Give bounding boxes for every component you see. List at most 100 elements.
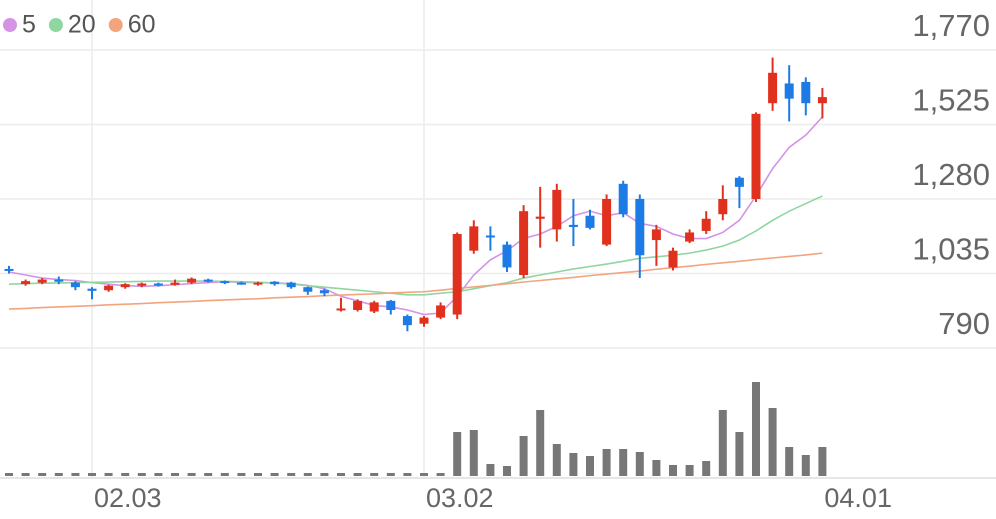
moving-averages xyxy=(8,116,823,316)
volume-bar xyxy=(270,473,279,476)
legend-label: 20 xyxy=(68,11,96,39)
candle-body xyxy=(187,278,197,283)
candle-body xyxy=(436,305,446,318)
volume-bar xyxy=(303,473,312,476)
volume-bar xyxy=(453,432,462,476)
volume-bar xyxy=(370,473,379,476)
volume-bar xyxy=(154,473,163,476)
candle-body xyxy=(685,232,695,242)
candle-body xyxy=(286,282,296,288)
volume-bar xyxy=(735,432,744,476)
candle-body xyxy=(718,199,728,215)
candle-body xyxy=(54,279,64,282)
candle-body xyxy=(768,72,778,104)
ma-line xyxy=(8,116,823,316)
volume-bar xyxy=(552,444,561,476)
volume-bar xyxy=(220,473,229,476)
candle-body xyxy=(784,83,794,99)
candle-body xyxy=(651,229,661,241)
candle-body xyxy=(120,284,130,288)
candle-body xyxy=(170,282,180,285)
candle-body xyxy=(635,199,645,256)
candle-body xyxy=(552,189,562,230)
candle-body xyxy=(668,250,678,268)
candle-body xyxy=(253,282,263,285)
candle-body xyxy=(21,281,31,285)
y-tick-label: 1,035 xyxy=(912,232,990,267)
candle-body xyxy=(137,283,147,286)
y-tick-label: 790 xyxy=(938,306,990,341)
candle-body xyxy=(236,282,246,285)
volume-bar xyxy=(121,473,130,476)
candle-body xyxy=(419,317,429,324)
volume-bar xyxy=(171,473,179,476)
volume-bar xyxy=(718,410,727,476)
volume-bar xyxy=(237,473,246,476)
candle-body xyxy=(452,233,462,315)
volume-bar xyxy=(104,473,113,476)
volume-bar xyxy=(21,473,30,476)
candle-body xyxy=(353,300,363,310)
candle-body xyxy=(485,235,495,238)
candle-body xyxy=(203,279,213,282)
candle-body xyxy=(386,300,396,310)
candle-body xyxy=(701,218,711,231)
volume-bar xyxy=(353,473,362,476)
volume-bar xyxy=(187,473,196,476)
volume-bar xyxy=(652,460,661,476)
volume-bar xyxy=(669,465,677,476)
y-tick-label: 1,280 xyxy=(912,157,990,192)
legend-marker xyxy=(108,18,123,32)
volume-panel xyxy=(5,382,827,476)
volume-bar xyxy=(420,473,428,476)
volume-bar xyxy=(602,449,611,476)
candle-body xyxy=(585,215,595,228)
volume-bar xyxy=(702,461,711,476)
volume-bar xyxy=(137,473,146,476)
volume-bar xyxy=(685,465,694,476)
volume-bar xyxy=(818,447,827,476)
candle-body xyxy=(751,113,761,199)
candle-body xyxy=(104,285,114,291)
volume-bar xyxy=(71,473,80,476)
candle-body xyxy=(87,288,97,291)
volume-bar xyxy=(287,473,296,476)
volume-bar xyxy=(768,408,777,476)
candle-body xyxy=(220,281,230,284)
volume-bar xyxy=(586,456,594,476)
volume-bar xyxy=(38,473,47,476)
legend-label: 60 xyxy=(128,11,156,39)
candle-body xyxy=(369,302,379,312)
candle-body xyxy=(502,244,512,268)
candle-body xyxy=(568,224,578,227)
volume-bar xyxy=(536,410,545,476)
candle-body xyxy=(469,226,479,251)
candle-body xyxy=(37,279,47,283)
x-tick-label: 04.01 xyxy=(824,483,892,513)
volume-bar xyxy=(635,452,644,476)
candle-body xyxy=(535,216,545,219)
y-tick-label: 1,525 xyxy=(912,83,990,118)
volume-bar xyxy=(54,473,63,476)
volume-bar xyxy=(386,473,395,476)
candle-body xyxy=(801,81,811,104)
volume-bar xyxy=(254,473,262,476)
candle-body xyxy=(270,281,280,285)
volume-bar xyxy=(469,430,478,476)
volume-bar xyxy=(204,473,213,476)
candle-body xyxy=(519,211,529,276)
candle-body xyxy=(153,283,163,286)
x-tick-label: 03.02 xyxy=(426,483,494,513)
volume-bar xyxy=(5,473,13,476)
legend-marker xyxy=(3,18,17,32)
ma-line xyxy=(8,252,823,310)
candle-body xyxy=(602,199,612,245)
volume-bar xyxy=(619,449,628,476)
candle-body xyxy=(734,177,744,187)
candle-body xyxy=(4,268,14,271)
legend-label: 5 xyxy=(22,11,36,39)
candle-body xyxy=(319,290,329,294)
volume-bar xyxy=(320,473,329,476)
volume-bar xyxy=(436,473,445,476)
